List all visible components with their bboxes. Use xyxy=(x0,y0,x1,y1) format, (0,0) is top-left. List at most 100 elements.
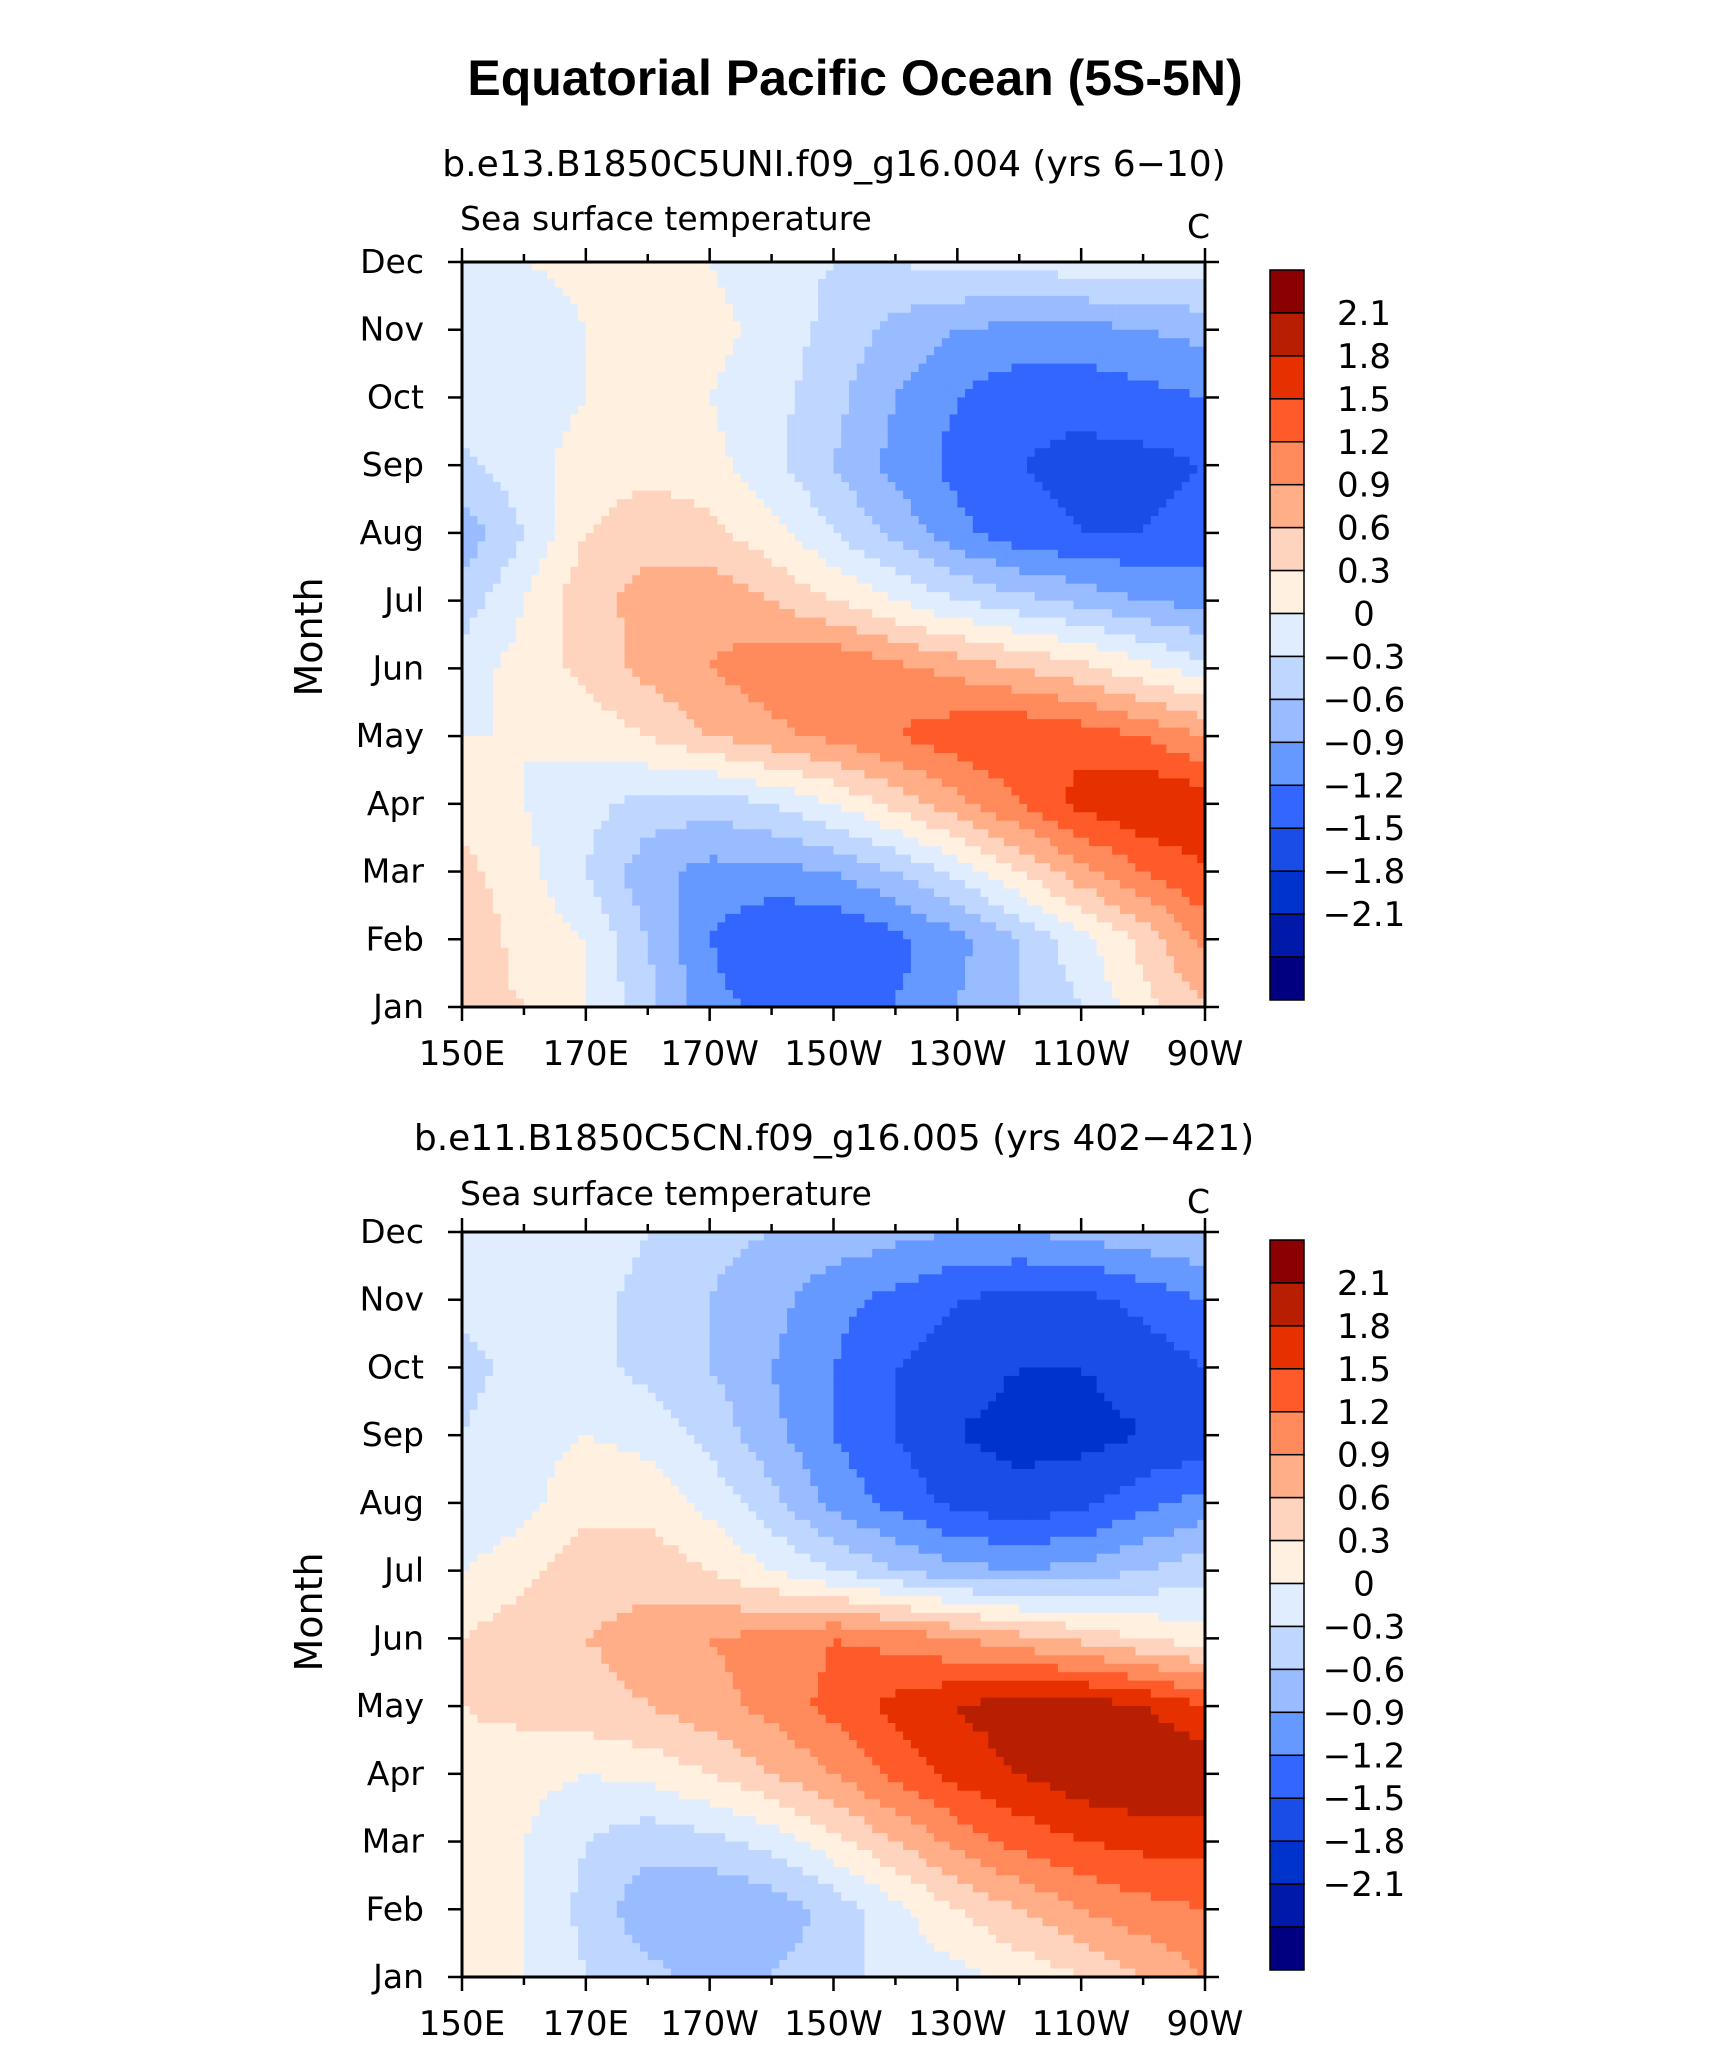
heatmap-cell xyxy=(957,490,966,500)
heatmap-cell xyxy=(972,668,982,678)
heatmap-cell xyxy=(516,575,525,585)
heatmap-cell xyxy=(1081,507,1090,517)
heatmap-cell xyxy=(903,693,912,703)
heatmap-cell xyxy=(686,431,695,441)
heatmap-cell xyxy=(485,634,494,644)
heatmap-cell xyxy=(640,575,649,585)
heatmap-cell xyxy=(1003,456,1013,466)
heatmap-cell xyxy=(988,355,997,365)
heatmap-cell xyxy=(1181,507,1191,517)
heatmap-cell xyxy=(1181,355,1191,365)
heatmap-cell xyxy=(717,566,726,576)
heatmap-cell xyxy=(1042,507,1051,517)
heatmap-cell xyxy=(462,304,471,314)
heatmap-cell xyxy=(709,499,719,509)
heatmap-cell xyxy=(462,541,471,551)
heatmap-cell xyxy=(523,499,533,509)
heatmap-cell xyxy=(1096,439,1105,449)
heatmap-cell xyxy=(1034,448,1044,458)
heatmap-cell xyxy=(717,499,726,509)
heatmap-cell xyxy=(1189,651,1198,661)
heatmap-cell xyxy=(616,575,626,585)
heatmap-cell xyxy=(1150,558,1160,568)
heatmap-cell xyxy=(1104,592,1113,602)
heatmap-cell xyxy=(934,659,943,669)
heatmap-cell xyxy=(1174,693,1183,703)
heatmap-cell xyxy=(825,465,835,475)
heatmap-cell xyxy=(1011,549,1020,559)
heatmap-cell xyxy=(616,659,626,669)
heatmap-cell xyxy=(1003,422,1013,432)
heatmap-cell xyxy=(1181,422,1191,432)
heatmap-cell xyxy=(887,312,897,322)
heatmap-cell xyxy=(616,262,626,272)
heatmap-cell xyxy=(1104,558,1113,568)
heatmap-cell xyxy=(485,287,494,297)
heatmap-cell xyxy=(1189,338,1198,348)
heatmap-cell xyxy=(547,592,556,602)
heatmap-cell xyxy=(655,482,664,492)
heatmap-cell xyxy=(624,609,633,619)
heatmap-cell xyxy=(701,405,711,415)
heatmap-cell xyxy=(879,515,889,526)
heatmap-cell xyxy=(624,473,633,483)
heatmap-cell xyxy=(818,397,827,407)
heatmap-cell xyxy=(523,456,533,466)
heatmap-cell xyxy=(508,388,517,399)
heatmap-cell xyxy=(516,278,525,288)
heatmap-cell xyxy=(647,659,657,669)
heatmap-cell xyxy=(1088,685,1098,695)
heatmap-cell xyxy=(678,388,688,399)
heatmap-cell xyxy=(918,482,927,492)
heatmap-cell xyxy=(825,312,835,322)
heatmap-cell xyxy=(1088,329,1098,339)
heatmap-cell xyxy=(462,685,471,695)
heatmap-cell xyxy=(848,659,858,669)
heatmap-cell xyxy=(934,439,943,449)
heatmap-cell xyxy=(686,668,695,678)
heatmap-cell xyxy=(655,609,664,619)
heatmap-cell xyxy=(554,262,564,272)
heatmap-cell xyxy=(810,422,819,432)
heatmap-cell xyxy=(485,338,494,348)
heatmap-cell xyxy=(632,363,641,373)
heatmap-cell xyxy=(1096,609,1105,619)
heatmap-cell xyxy=(856,490,866,500)
heatmap-cell xyxy=(1088,634,1098,644)
heatmap-cell xyxy=(732,380,742,390)
heatmap-cell xyxy=(934,355,943,365)
heatmap-cell xyxy=(1158,262,1167,272)
heatmap-cell xyxy=(678,676,688,686)
heatmap-cell xyxy=(554,431,564,441)
heatmap-cell xyxy=(856,431,866,441)
heatmap-cell xyxy=(988,473,997,483)
heatmap-cell xyxy=(1073,456,1082,466)
heatmap-cell xyxy=(1026,549,1036,559)
heatmap-cell xyxy=(1088,456,1098,466)
heatmap-cell xyxy=(1034,431,1044,441)
heatmap-cell xyxy=(872,431,881,441)
heatmap-cell xyxy=(462,609,471,619)
heatmap-cell xyxy=(926,346,935,356)
heatmap-cell xyxy=(779,499,788,509)
heatmap-cell xyxy=(694,346,703,356)
heatmap-cell xyxy=(934,676,943,686)
heatmap-cell xyxy=(763,262,773,272)
heatmap-cell xyxy=(1119,693,1129,703)
heatmap-cell xyxy=(547,338,556,348)
heatmap-cell xyxy=(485,659,494,669)
heatmap-cell xyxy=(462,405,471,415)
heatmap-cell xyxy=(802,439,811,449)
heatmap-cell xyxy=(469,270,479,280)
heatmap-cell xyxy=(1174,448,1183,458)
heatmap-cell xyxy=(1096,524,1105,534)
heatmap-cell xyxy=(1011,355,1020,365)
heatmap-cell xyxy=(694,507,703,517)
heatmap-cell xyxy=(926,355,935,365)
heatmap-cell xyxy=(640,507,649,517)
heatmap-cell xyxy=(825,262,835,272)
heatmap-cell xyxy=(1143,422,1152,432)
heatmap-cell xyxy=(1166,321,1175,331)
heatmap-cell xyxy=(934,278,943,288)
heatmap-cell xyxy=(972,626,982,636)
